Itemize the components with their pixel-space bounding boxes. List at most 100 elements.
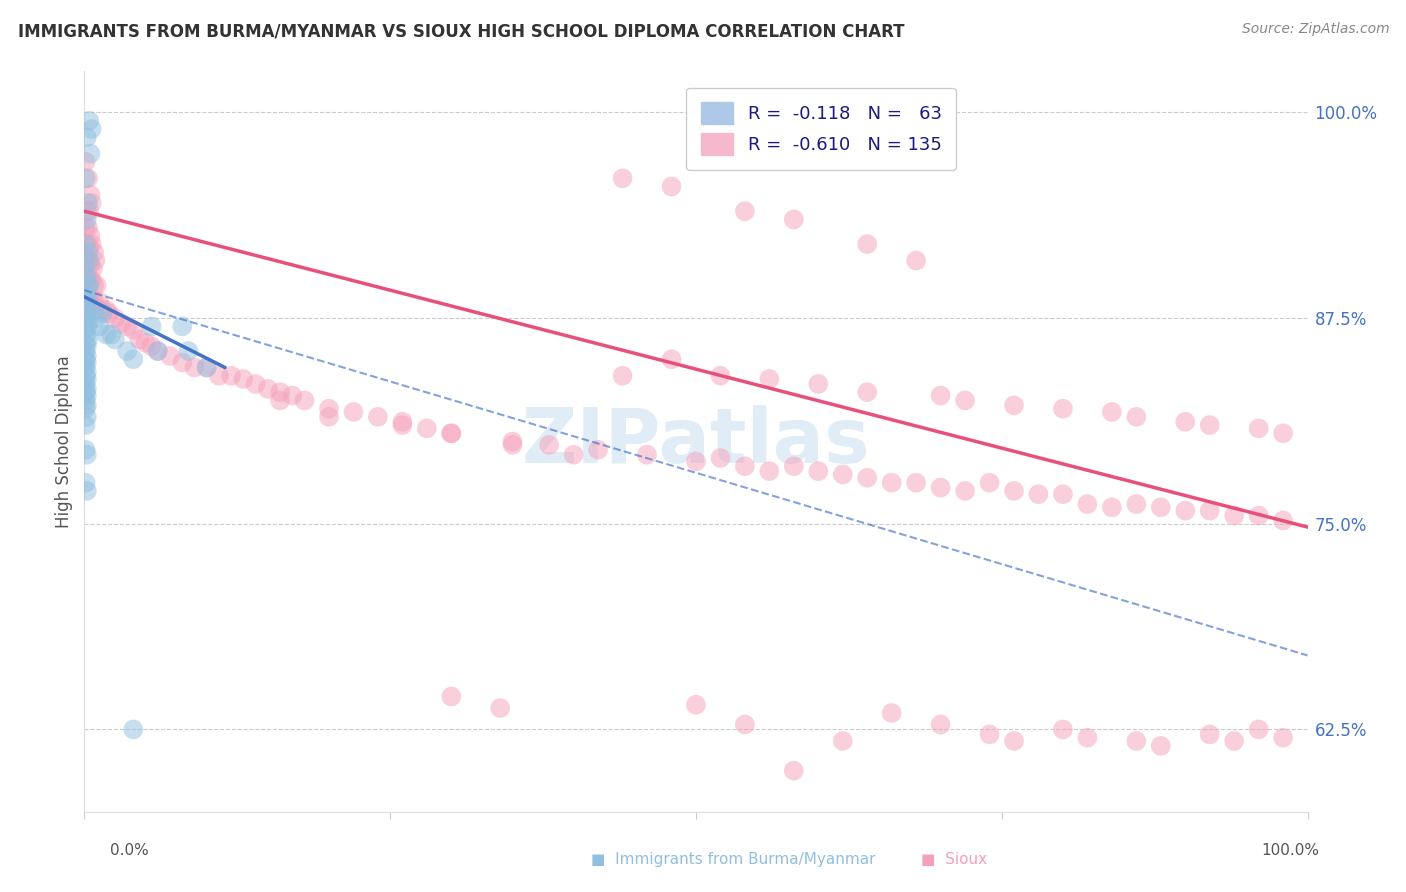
Text: 0.0%: 0.0% <box>110 843 149 858</box>
Point <box>75 442 97 457</box>
Point <box>77 290 100 304</box>
Point <box>87 294 110 309</box>
Point <box>1125 734 1147 748</box>
Text: ZIPatlas: ZIPatlas <box>522 405 870 478</box>
Point <box>929 388 952 402</box>
Point <box>122 352 145 367</box>
Point <box>75 360 97 375</box>
Point <box>831 467 853 482</box>
Point <box>77 204 100 219</box>
Point <box>77 333 100 347</box>
Point <box>685 454 707 468</box>
Point <box>110 316 132 330</box>
Point <box>1101 500 1123 515</box>
Point <box>76 339 98 353</box>
Point <box>391 418 413 433</box>
Point <box>79 146 101 161</box>
Point <box>807 376 830 391</box>
Point <box>77 171 100 186</box>
Point <box>76 316 98 330</box>
Point <box>100 327 122 342</box>
Point <box>318 401 340 416</box>
Point <box>1223 508 1246 523</box>
Point <box>77 278 100 293</box>
Point <box>734 717 756 731</box>
Point <box>146 344 169 359</box>
Point <box>489 701 512 715</box>
Y-axis label: High School Diploma: High School Diploma <box>55 355 73 528</box>
Point <box>709 450 731 465</box>
Point <box>294 393 316 408</box>
Point <box>141 339 163 353</box>
Point <box>245 376 267 391</box>
Point <box>342 405 364 419</box>
Point <box>75 220 97 235</box>
Point <box>76 448 98 462</box>
Point <box>79 257 101 271</box>
Point <box>783 459 806 474</box>
Point <box>391 415 413 429</box>
Point <box>783 764 806 778</box>
Point <box>75 154 97 169</box>
Point <box>91 302 114 317</box>
Point <box>159 349 181 363</box>
Point <box>953 483 976 498</box>
Point <box>1002 734 1025 748</box>
Point <box>905 253 928 268</box>
Point <box>232 372 254 386</box>
Point <box>661 179 683 194</box>
Point <box>1150 500 1173 515</box>
Point <box>685 698 707 712</box>
Point <box>1247 421 1270 435</box>
Point <box>538 438 561 452</box>
Point <box>734 459 756 474</box>
Point <box>1174 415 1197 429</box>
Point <box>75 311 97 326</box>
Point <box>75 418 97 433</box>
Point <box>86 278 108 293</box>
Point <box>502 434 524 449</box>
Point <box>1150 739 1173 753</box>
Point <box>76 382 98 396</box>
Point <box>1247 508 1270 523</box>
Point <box>586 442 609 457</box>
Text: ■  Immigrants from Burma/Myanmar: ■ Immigrants from Burma/Myanmar <box>591 852 875 867</box>
Point <box>831 734 853 748</box>
Text: ■  Sioux: ■ Sioux <box>921 852 987 867</box>
Point <box>80 237 103 252</box>
Point <box>79 228 101 243</box>
Point <box>172 355 194 369</box>
Point <box>75 171 97 186</box>
Point <box>758 464 780 478</box>
Point <box>807 464 830 478</box>
Point <box>76 327 98 342</box>
Point <box>77 220 100 235</box>
Point <box>1052 401 1074 416</box>
Point <box>612 368 634 383</box>
Point <box>195 360 218 375</box>
Point <box>440 426 463 441</box>
Point <box>856 471 879 485</box>
Point <box>1247 723 1270 737</box>
Point <box>75 300 97 314</box>
Point <box>367 409 389 424</box>
Point <box>80 294 103 309</box>
Point <box>929 481 952 495</box>
Point <box>880 475 903 490</box>
Point <box>146 344 169 359</box>
Point <box>195 360 218 375</box>
Point <box>440 690 463 704</box>
Point <box>97 306 120 320</box>
Point <box>77 270 100 285</box>
Point <box>1002 398 1025 412</box>
Point <box>75 393 97 408</box>
Point <box>128 333 150 347</box>
Point <box>75 401 97 416</box>
Point <box>75 323 97 337</box>
Point <box>562 448 585 462</box>
Point <box>318 409 340 424</box>
Point <box>76 130 98 145</box>
Point <box>75 290 97 304</box>
Point <box>1198 727 1220 741</box>
Point <box>76 349 98 363</box>
